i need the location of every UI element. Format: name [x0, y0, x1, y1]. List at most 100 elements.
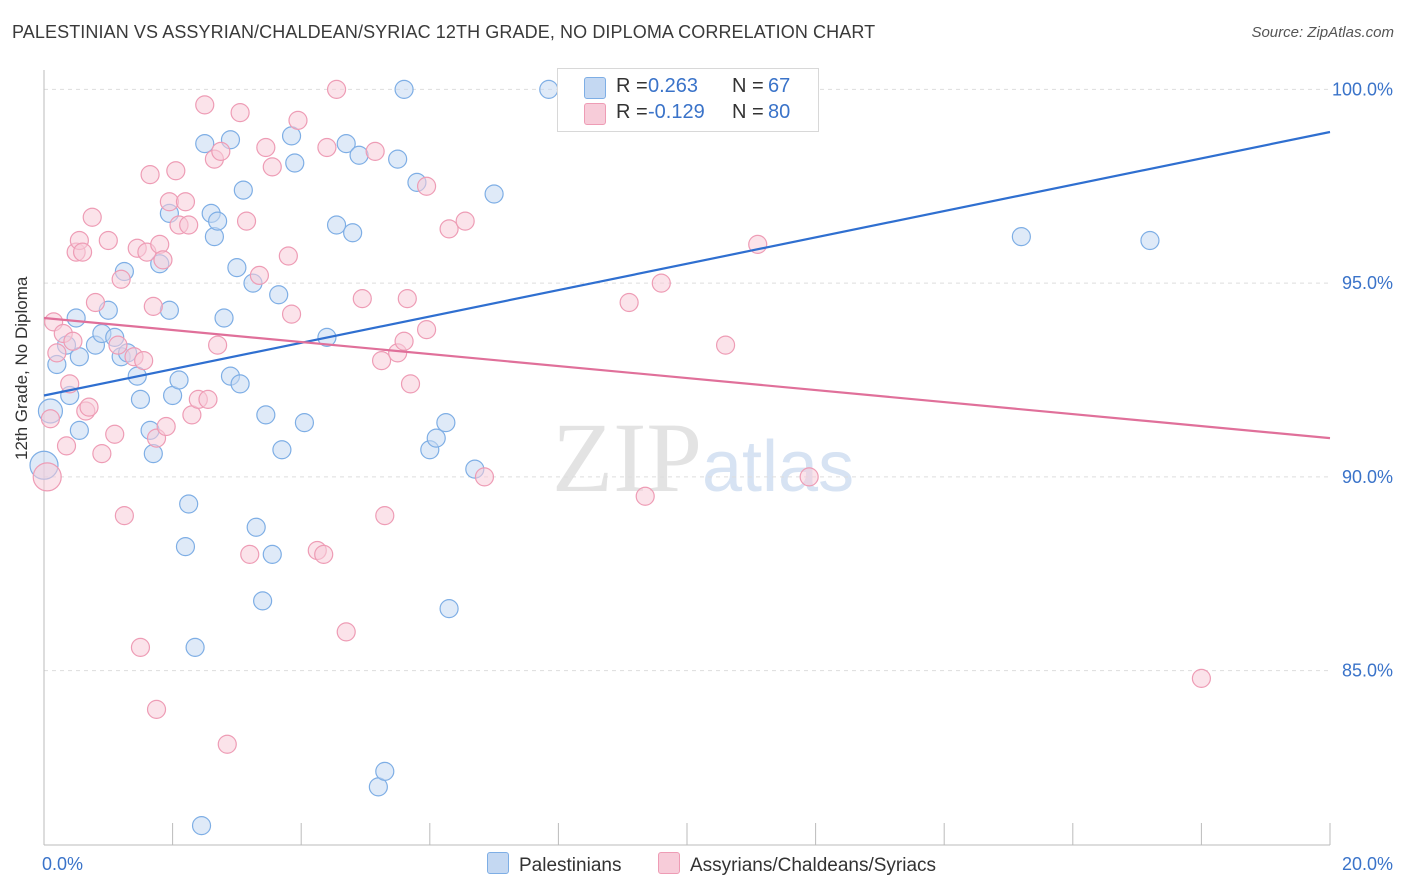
assyrian-point — [288, 110, 308, 130]
legend-label: Assyrians/Chaldeans/Syriacs — [690, 855, 937, 876]
assyrian-trend-line — [43, 316, 1331, 440]
palestinian-point — [179, 494, 199, 514]
assyrian-point — [439, 219, 459, 239]
palestinian-point — [484, 184, 504, 204]
assyrian-point — [79, 397, 99, 417]
assyrian-point — [397, 289, 417, 309]
assyrian-point — [47, 343, 67, 363]
assyrian-point — [217, 734, 237, 754]
palestinian-point — [159, 300, 179, 320]
assyrian-point — [326, 79, 347, 99]
assyrian-point — [249, 265, 270, 285]
r-key: R = — [616, 101, 648, 123]
palestinian-point — [256, 405, 276, 425]
palestinian-point — [214, 308, 234, 328]
assyrian-point — [179, 215, 199, 235]
palestinian-point — [195, 134, 215, 154]
assyrian-point — [240, 544, 260, 564]
palestinian-point — [436, 413, 456, 433]
palestinian-point — [208, 211, 228, 231]
assyrian-point — [317, 137, 337, 158]
assyrian-point — [82, 207, 102, 227]
assyrian-point — [256, 137, 276, 158]
assyrian-point — [211, 141, 231, 161]
assyrian-point — [40, 409, 61, 429]
assyrian-point — [281, 304, 302, 324]
palestinian-point — [143, 444, 163, 464]
assyrian-point — [400, 374, 421, 394]
assyrian-point — [166, 161, 186, 181]
palestinian-point — [269, 285, 289, 305]
assyrian-point — [159, 192, 179, 212]
r-key: R = — [616, 75, 648, 97]
palestinian-point — [191, 816, 212, 836]
assyrian-point — [32, 462, 62, 492]
assyrian-point — [394, 331, 414, 351]
assyrian-point — [278, 246, 298, 266]
assyrian-point — [799, 467, 819, 487]
stats-legend: R = 0.263 N = 67 R = -0.129 N = 80 — [557, 68, 819, 132]
palestinian-point — [246, 517, 266, 537]
assyrian-point — [56, 436, 77, 456]
palestinian-point — [175, 537, 196, 557]
assyrians-swatch — [584, 103, 606, 125]
y-tick-label: 100.0% — [1332, 79, 1393, 99]
palestinian-point — [169, 370, 189, 390]
assyrian-point — [111, 269, 131, 289]
assyrian-point — [63, 331, 83, 351]
assyrian-point — [365, 141, 385, 161]
assyrian-point — [371, 351, 392, 371]
palestinian-point — [66, 308, 86, 328]
palestinian-point — [439, 599, 459, 619]
assyrian-point — [146, 699, 167, 719]
assyrian-point — [715, 335, 736, 355]
palestinian-point — [388, 149, 408, 169]
n-key: N = — [732, 101, 764, 123]
palestinian-point — [1140, 230, 1160, 251]
chart-title: PALESTINIAN VS ASSYRIAN/CHALDEAN/SYRIAC … — [12, 22, 876, 42]
assyrian-point — [474, 467, 495, 487]
palestinian-point — [69, 420, 89, 440]
palestinian-point — [375, 761, 395, 781]
palestinian-point — [426, 428, 446, 448]
assyrian-point — [114, 506, 134, 526]
assyrian-point — [150, 234, 170, 254]
assyrian-point — [352, 289, 372, 309]
assyrian-point — [198, 389, 218, 409]
palestinian-point — [262, 544, 282, 564]
palestinian-point — [233, 180, 253, 200]
n-value: 80 — [768, 101, 791, 123]
palestinian-point — [326, 215, 347, 235]
y-axis-label: 12th Grade, No Diploma — [12, 276, 31, 460]
palestinian-point — [336, 134, 356, 154]
assyrian-point — [416, 320, 437, 340]
assyrian-point — [619, 292, 639, 313]
assyrian-point — [134, 351, 154, 371]
watermark: ZIPatlas — [552, 400, 854, 515]
palestinian-point — [539, 79, 559, 99]
assyrian-point — [156, 416, 176, 437]
assyrian-point — [375, 506, 395, 526]
palestinian-point — [394, 79, 414, 99]
palestinian-trend-line — [43, 130, 1331, 397]
assyrian-point — [416, 176, 437, 196]
x-tick-label: 20.0% — [1342, 854, 1393, 874]
assyrian-point — [85, 292, 106, 313]
source-label: Source: ZipAtlas.com — [1251, 24, 1394, 41]
palestinians-legend-swatch — [487, 852, 509, 874]
palestinian-point — [272, 440, 292, 460]
assyrian-point — [230, 103, 250, 123]
x-tick-label: 0.0% — [42, 854, 83, 874]
assyrian-point — [236, 211, 257, 231]
palestinian-point — [1011, 227, 1031, 247]
assyrians-legend-swatch — [658, 852, 680, 874]
assyrian-point — [455, 211, 475, 231]
palestinian-point — [294, 413, 315, 433]
legend-label: Palestinians — [519, 855, 622, 876]
palestinian-point — [343, 223, 363, 243]
assyrian-point — [336, 622, 356, 642]
assyrian-point — [208, 335, 228, 355]
palestinian-point — [130, 389, 151, 409]
assyrian-point — [92, 444, 112, 464]
